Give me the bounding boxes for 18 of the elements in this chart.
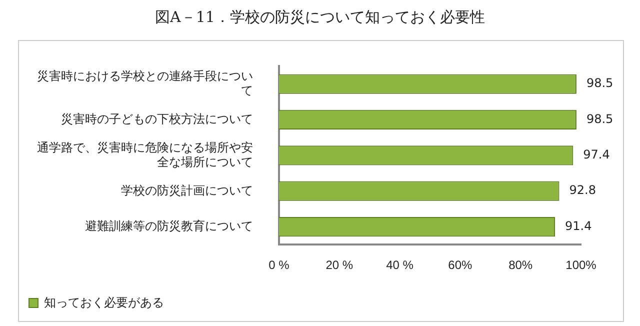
data-label: 97.4	[583, 148, 610, 162]
x-tick-label: 80%	[508, 258, 533, 272]
y-tick-label: 災害時における学校との連絡手段について	[37, 69, 253, 98]
chart-title: 図A－11．学校の防災について知っておく必要性	[154, 8, 486, 27]
x-tick-label: 100%	[566, 258, 597, 272]
y-tick-label: 災害時の子どもの下校方法について	[61, 112, 253, 126]
y-tick-label: 避難訓練等の防災教育について	[85, 219, 253, 234]
legend-label: 知っておく必要がある	[44, 295, 164, 310]
data-label: 91.4	[565, 218, 592, 233]
data-label: 92.8	[569, 183, 596, 198]
x-tick-label: 60%	[448, 258, 473, 272]
x-tick-label: 40 %	[386, 258, 414, 272]
y-tick-label: 学校の防災計画について	[121, 183, 253, 198]
data-label: 98.5	[586, 112, 614, 126]
data-label: 98.5	[586, 76, 614, 90]
y-tick-label: 通学路で、災害時に危険になる場所や安全な場所について	[37, 140, 253, 169]
x-tick-label: 0 %	[268, 258, 290, 272]
x-tick-label: 20 %	[326, 258, 354, 272]
